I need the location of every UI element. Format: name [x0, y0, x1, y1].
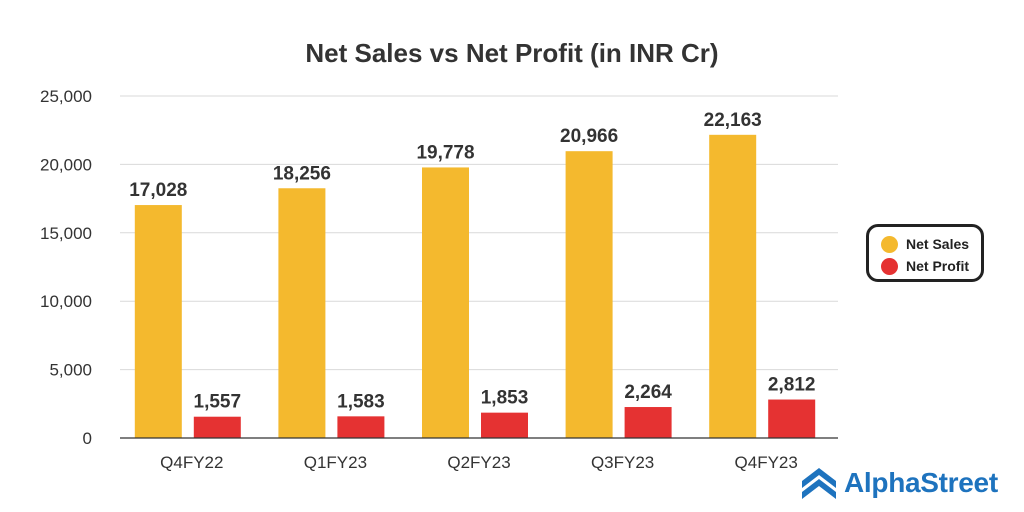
data-label-net-profit: 1,853 [481, 388, 529, 409]
legend-item-net-sales: Net Sales [881, 233, 981, 255]
x-tick-label: Q3FY23 [591, 453, 654, 472]
y-axis-ticks: 0 5,000 10,000 15,000 20,000 25,000 [40, 87, 92, 448]
bar-net-profit [624, 407, 672, 438]
data-label-net-sales: 17,028 [129, 180, 187, 201]
chart-title: Net Sales vs Net Profit (in INR Cr) [305, 38, 718, 68]
bars [134, 134, 816, 439]
y-tick-label: 5,000 [49, 361, 92, 380]
bar-net-sales [278, 188, 326, 438]
x-axis-ticks: Q4FY22 Q1FY23 Q2FY23 Q3FY23 Q4FY23 [160, 453, 798, 472]
y-tick-label: 25,000 [40, 87, 92, 106]
data-label-net-sales: 20,966 [560, 126, 618, 147]
y-tick-label: 10,000 [40, 292, 92, 311]
data-labels: 17,028 1,557 18,256 1,583 19,778 1,853 20,966 2… [129, 110, 815, 413]
chart-legend: Net Sales Net Profit [866, 224, 984, 282]
bar-net-profit [337, 416, 385, 438]
y-tick-label: 0 [83, 429, 92, 448]
legend-item-net-profit: Net Profit [881, 255, 981, 277]
legend-label-net-sales: Net Sales [906, 236, 970, 252]
bar-net-sales [134, 205, 182, 438]
x-tick-label: Q1FY23 [304, 453, 367, 472]
bar-net-sales [709, 134, 757, 438]
x-tick-label: Q4FY23 [735, 453, 798, 472]
legend-swatch-net-profit [881, 257, 898, 275]
data-label-net-sales: 19,778 [416, 142, 474, 163]
data-label-net-profit: 1,583 [337, 391, 385, 412]
data-label-net-sales: 18,256 [273, 163, 331, 184]
data-label-net-profit: 2,264 [624, 382, 672, 403]
brand-name: AlphaStreet [844, 467, 998, 498]
y-tick-label: 15,000 [40, 224, 92, 243]
bar-net-sales [565, 151, 613, 438]
data-label-net-sales: 22,163 [704, 110, 762, 131]
data-label-net-profit: 1,557 [194, 392, 242, 413]
bar-net-profit [481, 412, 528, 438]
y-tick-label: 20,000 [40, 155, 92, 174]
data-label-net-profit: 2,812 [768, 375, 816, 396]
brand-logo: AlphaStreet [800, 466, 998, 500]
legend-swatch-net-sales [881, 235, 898, 253]
legend-label-net-profit: Net Profit [906, 258, 969, 274]
x-tick-label: Q2FY23 [447, 453, 510, 472]
bar-net-profit [768, 399, 816, 438]
x-tick-label: Q4FY22 [160, 453, 223, 472]
bar-net-sales [422, 167, 469, 439]
alphastreet-logo-icon [802, 468, 836, 499]
bar-net-profit [193, 416, 241, 438]
